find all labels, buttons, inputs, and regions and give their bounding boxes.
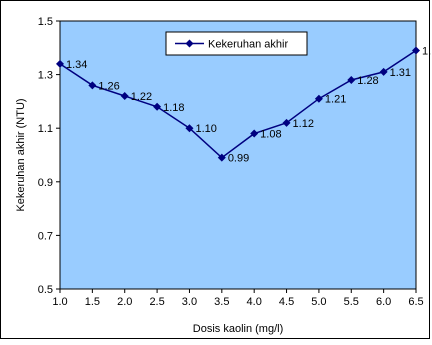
series-markers (56, 46, 420, 162)
series-line (59, 49, 417, 159)
data-point-marker (282, 118, 291, 127)
x-tick-label: 5.0 (311, 296, 326, 308)
x-tick-label: 1.5 (85, 296, 100, 308)
plot-area (59, 20, 417, 290)
x-tick-label: 5.5 (344, 296, 359, 308)
legend: Kekeruhan akhir (165, 31, 308, 56)
data-point-marker (120, 92, 129, 101)
data-labels: 1.34 1.26 1.22 1.18 1.10 0.99 1.08 1.12 1.21 1.28… (66, 45, 432, 165)
x-tick-label: 6.5 (408, 296, 423, 308)
data-label: 1.28 (357, 75, 378, 87)
y-tick-label: 1.5 (38, 16, 53, 28)
y-tick-label: 0.9 (38, 177, 53, 189)
data-point-marker (153, 102, 162, 111)
data-label: 1.22 (131, 91, 152, 103)
data-point-marker (185, 124, 194, 133)
data-point-marker (314, 94, 323, 103)
x-tick-label: 3.5 (214, 296, 229, 308)
x-tick-label: 1.0 (52, 296, 67, 308)
y-axis: 0.5 0.7 0.9 1.1 1.3 1.5 (38, 16, 60, 296)
data-label: 0.99 (228, 153, 249, 165)
y-tick-label: 1.1 (38, 123, 53, 135)
legend-box (165, 31, 308, 56)
data-label: 1.31 (390, 67, 411, 79)
data-label: 1.10 (195, 123, 216, 135)
x-tick-label: 4.5 (279, 296, 294, 308)
line-chart: 0.5 0.7 0.9 1.1 1.3 1.5 1.0 1.5 2.0 2.5 3.0 3.5 4.0… (15, 16, 432, 335)
x-tick-label: 2.0 (117, 296, 132, 308)
data-label: 1.08 (260, 129, 281, 141)
y-tick-label: 0.5 (38, 284, 53, 296)
y-axis-title: Kekeruhan akhir (NTU) (15, 98, 27, 211)
data-label: 1.34 (66, 59, 87, 71)
data-point-marker (412, 46, 420, 55)
x-axis: 1.0 1.5 2.0 2.5 3.0 3.5 4.0 4.5 5.0 5.5 6.0 6.5 (52, 289, 424, 308)
legend-marker-sample (185, 39, 194, 48)
data-label: 1.18 (163, 102, 184, 114)
x-tick-label: 2.5 (149, 296, 164, 308)
x-tick-label: 3.0 (182, 296, 197, 308)
data-point-marker (379, 67, 388, 76)
data-point-marker (56, 59, 64, 68)
legend-label: Kekeruhan akhir (208, 39, 288, 51)
data-point-marker (88, 81, 97, 90)
data-label: 1.12 (293, 118, 314, 130)
data-point-marker (250, 129, 259, 138)
y-tick-label: 1.3 (38, 70, 53, 82)
x-tick-label: 6.0 (376, 296, 391, 308)
y-tick-label: 0.7 (38, 230, 53, 242)
data-point-marker (217, 153, 226, 162)
x-tick-label: 4.0 (247, 296, 262, 308)
data-label: 1.39 (422, 45, 431, 57)
x-axis-title: Dosis kaolin (mg/l) (193, 323, 283, 335)
data-point-marker (347, 75, 356, 84)
data-label: 1.21 (325, 94, 346, 106)
data-label: 1.26 (98, 80, 119, 92)
